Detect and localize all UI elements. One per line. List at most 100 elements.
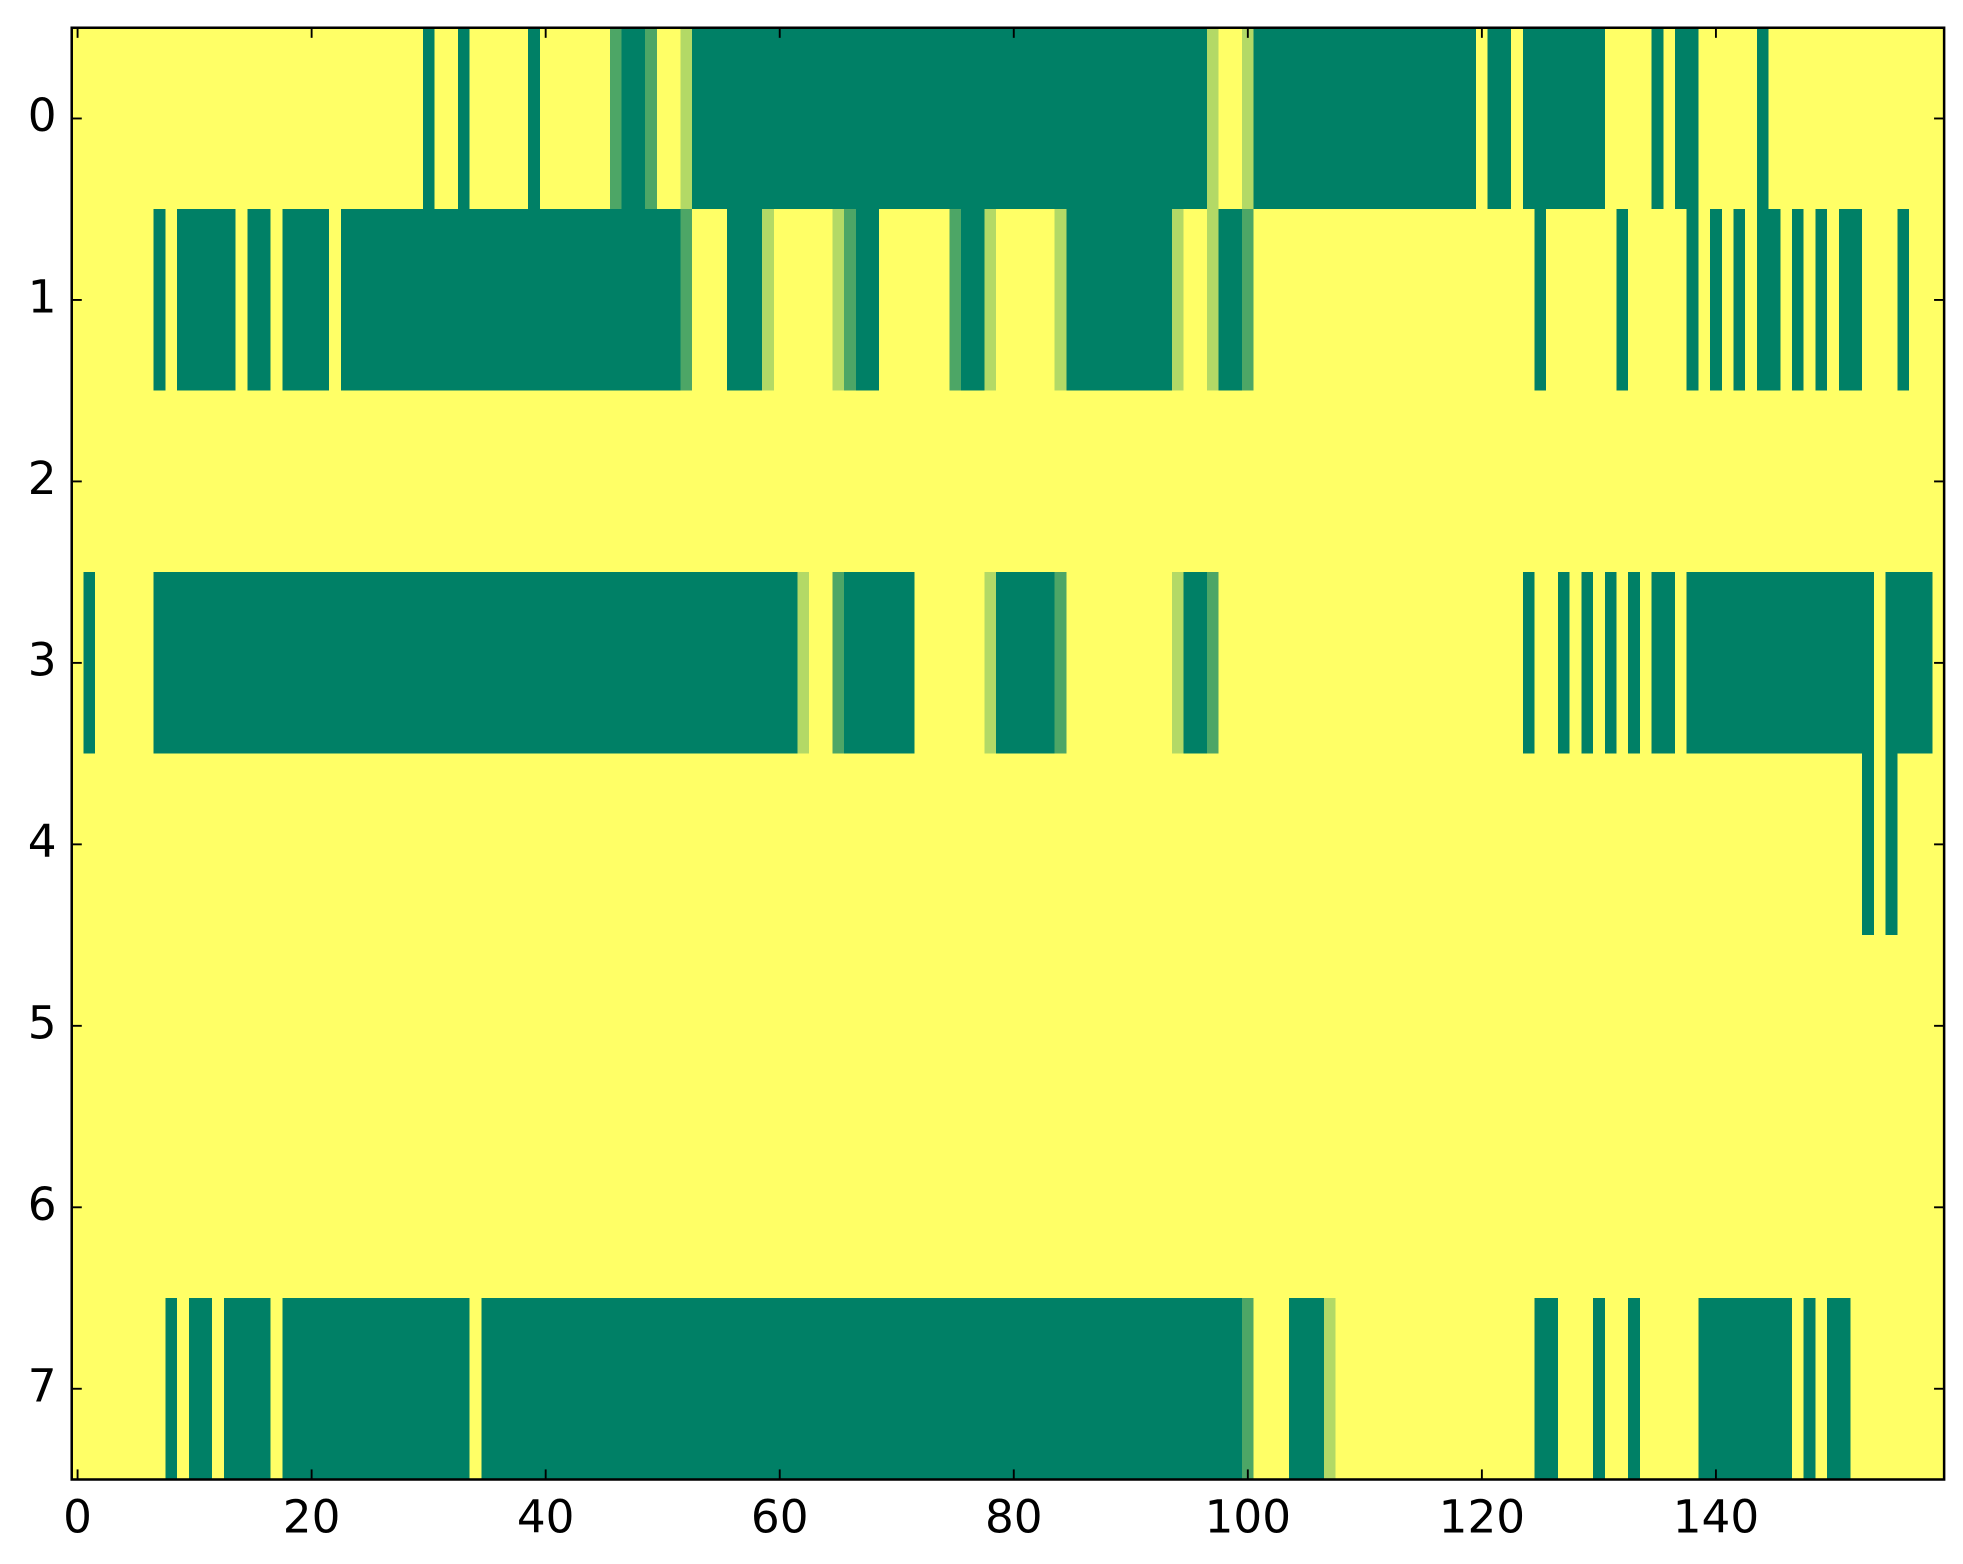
cell [516,27,529,210]
cell [387,209,400,392]
cell [539,390,553,573]
cell [1616,753,1629,936]
cell [680,390,693,573]
cell [563,1116,576,1299]
cell [446,1298,459,1480]
cell [387,27,400,210]
cell [457,27,471,210]
cell [1417,27,1430,210]
cell [1230,572,1243,755]
cell [691,753,705,936]
cell [153,572,166,755]
cell [984,935,997,1118]
cell [703,935,716,1118]
cell [1698,27,1711,210]
cell [223,1298,237,1480]
cell [352,209,365,392]
cell [1335,572,1348,755]
cell [422,1116,436,1299]
cell [153,935,166,1118]
cell [1066,27,1079,210]
cell [750,1116,763,1299]
cell [1382,1298,1395,1480]
cell [621,390,634,573]
cell [1043,390,1056,573]
cell [1651,572,1664,755]
cell [1569,572,1582,755]
cell [1511,753,1524,936]
cell [1359,1116,1372,1299]
cell [914,390,927,573]
cell [680,209,693,392]
cell [937,1116,950,1299]
cell [1663,753,1676,936]
cell [1651,209,1664,392]
cell [1440,572,1454,755]
cell [1780,935,1793,1118]
cell [1066,572,1079,755]
cell [1043,935,1056,1118]
cell [1347,935,1360,1118]
cell [223,1116,237,1299]
cell [1557,572,1571,755]
cell [1265,935,1278,1118]
cell [317,572,330,755]
cell [1370,209,1383,392]
cell [258,27,272,210]
cell [1862,935,1875,1118]
cell [563,753,576,936]
cell [235,753,248,936]
cell [1019,753,1032,936]
cell [399,27,412,210]
cell [165,390,178,573]
cell [364,209,377,392]
cell [1569,753,1582,936]
cell [703,209,716,392]
cell [1101,27,1114,210]
cell [668,753,681,936]
cell [282,572,295,755]
cell [1312,1116,1325,1299]
cell [656,27,670,210]
cell [750,572,763,755]
cell [1101,1298,1114,1480]
cell [1476,935,1489,1118]
cell [1476,1298,1489,1480]
cell [1838,1116,1852,1299]
cell [1534,27,1547,210]
cell [1007,209,1021,392]
cell [539,209,553,392]
cell [1323,572,1337,755]
cell [1885,935,1898,1118]
cell [586,1298,599,1480]
cell [1148,390,1161,573]
cell [1850,572,1863,755]
cell [1803,209,1816,392]
cell [1546,209,1559,392]
cell [902,27,915,210]
cell [1054,1298,1067,1480]
cell [867,209,880,392]
cell [668,209,681,392]
cell [984,1298,997,1480]
cell [1909,1116,1922,1299]
cell [1803,390,1816,573]
cell [83,1298,96,1480]
cell [727,935,740,1118]
cell [411,1116,424,1299]
cell [715,1298,728,1480]
cell [493,1298,506,1480]
cell [1429,935,1442,1118]
cell [1405,209,1419,392]
cell [1452,390,1465,573]
cell [1651,1298,1664,1480]
cell [879,27,892,210]
cell [528,1116,541,1299]
cell [808,935,822,1118]
cell [855,1116,868,1299]
cell [1628,935,1641,1118]
cell [118,1298,131,1480]
cell [1359,935,1372,1118]
cell [411,935,424,1118]
cell [1148,572,1161,755]
